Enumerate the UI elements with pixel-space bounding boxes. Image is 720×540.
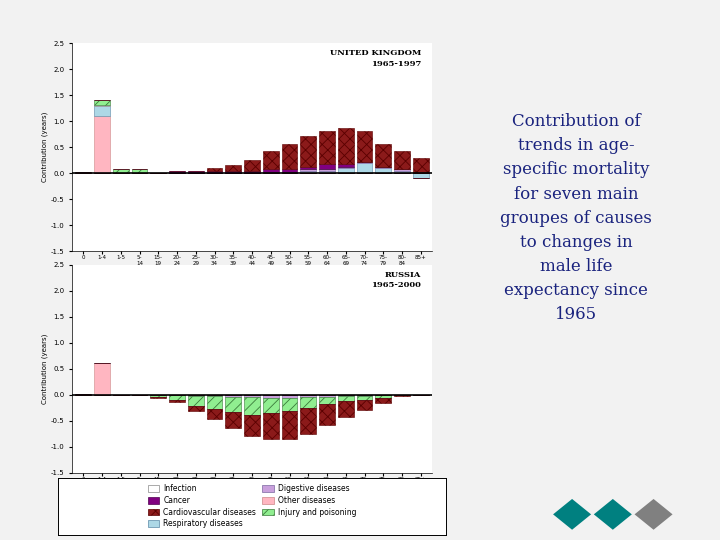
Bar: [244, 415, 260, 436]
Bar: [225, 412, 241, 428]
Bar: [94, 363, 110, 395]
Bar: [394, 171, 410, 173]
Bar: [207, 395, 222, 396]
Bar: [169, 171, 185, 173]
Bar: [394, 151, 410, 170]
Bar: [319, 170, 335, 171]
Bar: [375, 167, 391, 168]
Bar: [263, 170, 279, 172]
Legend: Infection, Cancer, Cardiovascular diseases, Respiratory diseases, Digestive dise: Infection, Cancer, Cardiovascular diseas…: [145, 481, 359, 531]
Bar: [207, 168, 222, 171]
Polygon shape: [553, 499, 591, 530]
Bar: [244, 171, 260, 173]
Y-axis label: Contribution (years): Contribution (years): [41, 333, 48, 404]
Bar: [94, 106, 110, 116]
Bar: [282, 170, 297, 172]
Bar: [207, 409, 222, 420]
Bar: [207, 396, 222, 409]
Bar: [394, 395, 410, 396]
Bar: [263, 172, 279, 173]
Bar: [338, 168, 354, 173]
Bar: [375, 395, 391, 397]
Bar: [263, 151, 279, 170]
Bar: [225, 395, 241, 396]
Bar: [338, 401, 354, 417]
Bar: [263, 413, 279, 439]
Bar: [188, 396, 204, 406]
Bar: [356, 131, 372, 161]
Bar: [319, 131, 335, 164]
Bar: [356, 396, 372, 400]
Bar: [338, 396, 354, 401]
Text: UNITED KINGDOM
1965-1997: UNITED KINGDOM 1965-1997: [330, 50, 421, 68]
Bar: [413, 173, 428, 178]
Bar: [338, 167, 354, 168]
Bar: [94, 105, 110, 106]
Bar: [338, 164, 354, 167]
Bar: [375, 397, 391, 403]
Bar: [338, 395, 354, 396]
Bar: [263, 397, 279, 413]
Bar: [169, 395, 185, 400]
Bar: [319, 395, 335, 396]
Bar: [300, 170, 316, 171]
Bar: [188, 171, 204, 173]
Bar: [356, 400, 372, 410]
Bar: [76, 172, 91, 173]
Bar: [263, 395, 279, 397]
Bar: [319, 171, 335, 173]
Bar: [207, 171, 222, 173]
Bar: [113, 169, 129, 173]
Bar: [132, 169, 148, 173]
Bar: [225, 165, 241, 171]
Bar: [188, 395, 204, 396]
Bar: [225, 171, 241, 173]
Bar: [282, 410, 297, 439]
Bar: [300, 408, 316, 434]
Bar: [356, 161, 372, 163]
Bar: [300, 136, 316, 167]
Bar: [150, 397, 166, 398]
Bar: [300, 397, 316, 408]
Bar: [282, 395, 297, 397]
Polygon shape: [634, 499, 672, 530]
Bar: [150, 395, 166, 397]
Bar: [282, 172, 297, 173]
Bar: [319, 164, 335, 170]
Bar: [94, 100, 110, 105]
Bar: [300, 167, 316, 170]
Bar: [319, 404, 335, 425]
Bar: [356, 395, 372, 396]
Bar: [169, 400, 185, 402]
Bar: [188, 406, 204, 411]
Text: RUSSIA
1965-2000: RUSSIA 1965-2000: [372, 271, 421, 289]
Bar: [413, 158, 428, 173]
Bar: [356, 163, 372, 173]
Bar: [244, 397, 260, 415]
Bar: [282, 397, 297, 410]
Y-axis label: Contribution (years): Contribution (years): [41, 112, 48, 183]
Bar: [94, 116, 110, 173]
Polygon shape: [594, 499, 632, 530]
Bar: [300, 395, 316, 397]
Bar: [319, 396, 335, 404]
Bar: [225, 396, 241, 412]
Bar: [375, 144, 391, 167]
Bar: [244, 160, 260, 171]
Bar: [375, 168, 391, 173]
Text: Contribution of
trends in age-
specific mortality
for seven main
groupes of caus: Contribution of trends in age- specific …: [500, 113, 652, 323]
Bar: [338, 128, 354, 164]
Bar: [244, 395, 260, 397]
Bar: [394, 170, 410, 171]
Bar: [300, 171, 316, 173]
Bar: [282, 144, 297, 170]
